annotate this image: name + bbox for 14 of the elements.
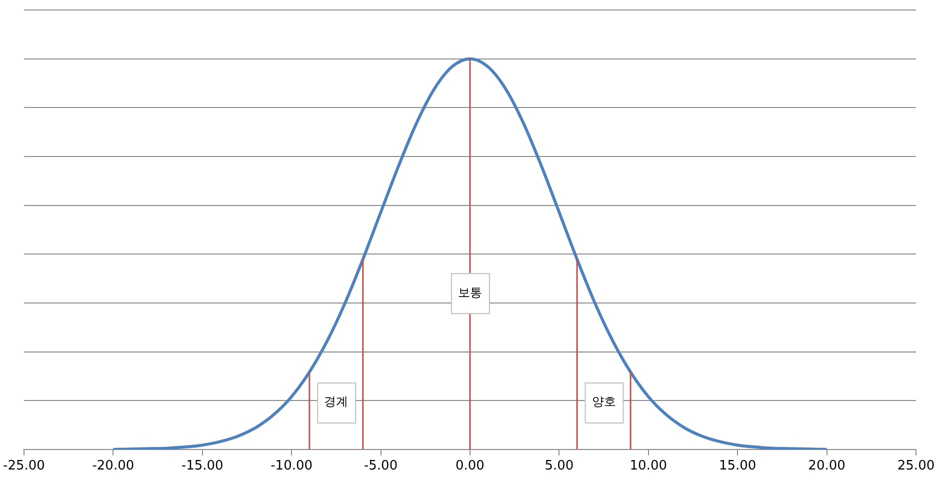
x-tick-label: 10.00 [630,458,667,474]
x-tick-label: -10.00 [270,458,313,474]
x-tick-label: 5.00 [544,458,574,474]
x-tick-label: 20.00 [808,458,846,474]
x-tick-label: -20.00 [92,458,134,474]
annotation: 양호 [592,394,616,409]
x-tick-label: -15.00 [181,458,224,474]
annotation: 보통 [458,285,482,300]
x-tick-label: 0.00 [456,458,484,474]
x-tick-label: 15.00 [718,458,756,474]
x-tick-label: 25.00 [897,458,935,474]
annotation: 경계 [324,394,348,409]
x-tick-label: -5.00 [364,458,398,474]
x-tick-label: -25.00 [2,458,45,474]
